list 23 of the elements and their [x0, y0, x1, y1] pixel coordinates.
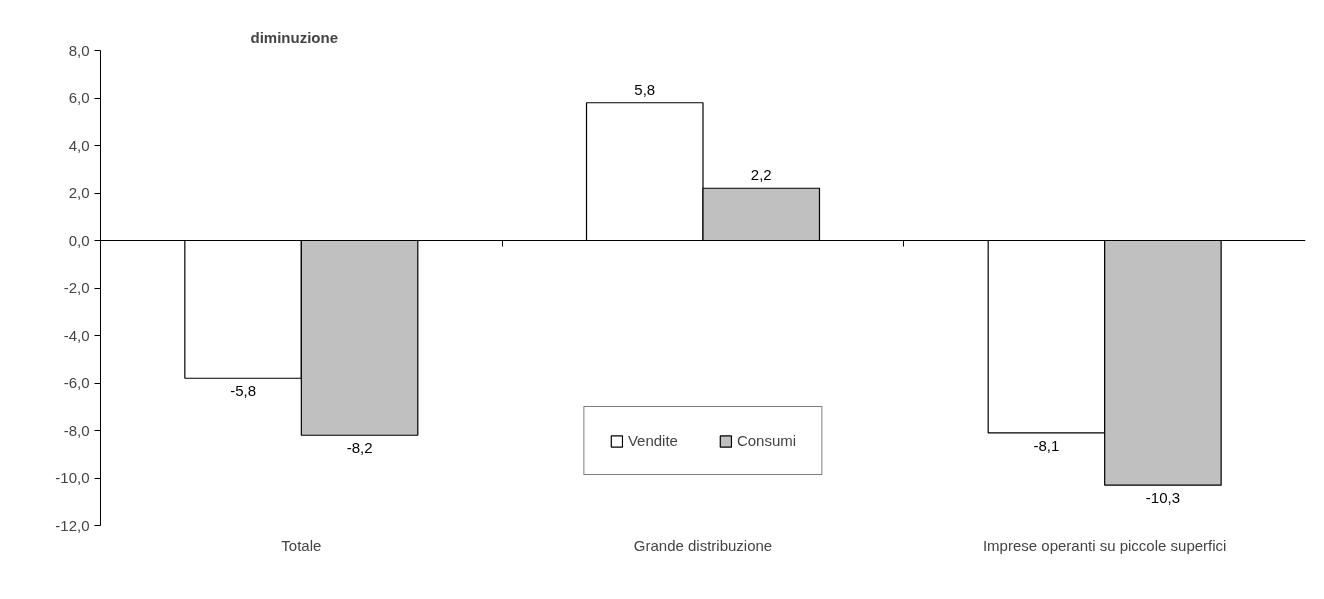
data-label: -5,8 — [230, 382, 257, 400]
y-tick-label: 2,0 — [68, 184, 90, 201]
y-tick-label: -2,0 — [63, 279, 90, 296]
y-tick-label: -12,0 — [55, 516, 90, 534]
x-tick-label: Totale — [281, 536, 322, 554]
chart-title: diminuzione — [250, 28, 338, 46]
data-label: 2,2 — [750, 166, 772, 184]
x-tick-label: Grande distribuzione — [633, 536, 773, 554]
data-label: -10,3 — [1145, 489, 1181, 507]
data-label: -8,1 — [1033, 436, 1060, 454]
y-tick-label: 8,0 — [68, 41, 90, 59]
y-tick-label: -4,0 — [63, 326, 90, 344]
y-tick-label: -6,0 — [63, 374, 90, 391]
legend-label: Consumi — [736, 432, 797, 449]
y-tick-label: 0,0 — [68, 231, 90, 249]
y-tick-label: -8,0 — [63, 421, 90, 439]
y-tick-label: 6,0 — [68, 89, 90, 106]
data-label: -8,2 — [346, 439, 373, 457]
data-label: 5,8 — [634, 80, 656, 98]
legend-label: Vendite — [627, 432, 678, 449]
y-tick-label: -10,0 — [55, 469, 90, 486]
y-tick-label: 4,0 — [68, 136, 90, 154]
x-tick-label: Imprese operanti su piccole superfici — [982, 536, 1227, 554]
